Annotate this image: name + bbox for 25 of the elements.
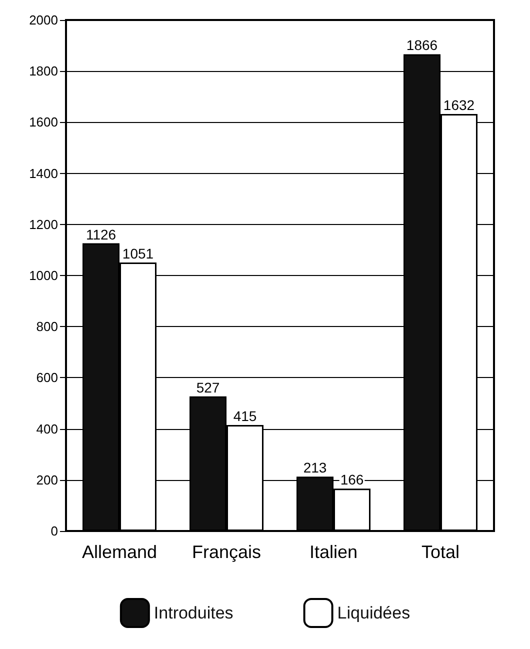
x-tick-label: Français [192, 542, 262, 562]
y-tick-label: 1000 [29, 268, 58, 283]
y-tick-label: 1800 [29, 64, 58, 79]
legend-label: Introduites [154, 604, 234, 622]
y-tick-label: 200 [36, 472, 58, 488]
y-tick-label: 2000 [29, 12, 58, 28]
y-tick-label: 800 [36, 319, 58, 334]
x-tick-label: Italien [309, 542, 358, 562]
data-label: 527 [196, 379, 220, 396]
data-label: 166 [340, 472, 364, 488]
legend-label: Liquidées [337, 604, 410, 622]
data-label: 1126 [86, 226, 116, 242]
x-tick-label: Allemand [82, 542, 158, 562]
y-tick-label: 1600 [29, 114, 58, 130]
y-tick-label: 1200 [29, 216, 58, 232]
data-label: 415 [233, 408, 257, 424]
data-label: 1051 [122, 245, 154, 262]
y-tick-label: 0 [50, 524, 58, 538]
data-label: 213 [303, 460, 327, 476]
y-tick-label: 400 [36, 421, 58, 436]
data-label: 1632 [443, 97, 475, 114]
x-tick-label: Total [421, 542, 460, 562]
y-tick-label: 600 [36, 370, 58, 386]
data-label: 1866 [406, 37, 438, 54]
y-tick-label: 1400 [29, 166, 58, 181]
